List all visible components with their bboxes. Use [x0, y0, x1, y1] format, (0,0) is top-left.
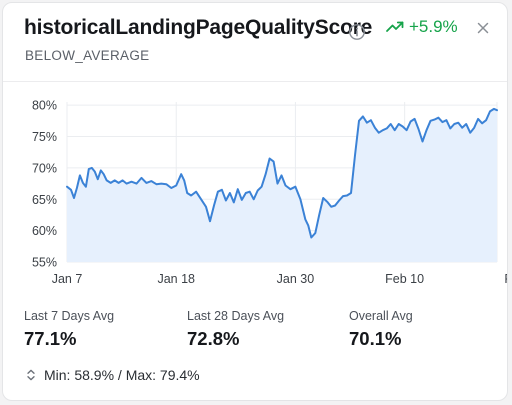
chevron-up-down-icon [27, 369, 35, 381]
x-tick-label: Feb 10 [385, 272, 424, 286]
info-circle-icon[interactable] [348, 23, 366, 41]
min-max-text: Min: 58.9% / Max: 79.4% [44, 367, 200, 383]
y-tick-label: 65% [32, 193, 57, 207]
series-line [66, 107, 498, 239]
status-label: BELOW_AVERAGE [25, 48, 150, 63]
close-button[interactable] [473, 18, 493, 38]
y-tick-label: 55% [32, 256, 57, 270]
x-tick-label: Jan 30 [277, 272, 315, 286]
trend-value: +5.9% [409, 17, 458, 36]
stats-row: Last 7 Days Avg 77.1% Last 28 Days Avg 7… [3, 302, 507, 362]
metric-title: historicalLandingPageQualityScore [24, 16, 373, 39]
card-header: historicalLandingPageQualityScore +5.9% … [3, 3, 507, 81]
stat-label: Last 7 Days Avg [24, 309, 115, 323]
min-max-range: Min: 58.9% / Max: 79.4% [24, 367, 200, 383]
stat-label: Last 28 Days Avg [187, 309, 285, 323]
header-divider [3, 81, 507, 82]
x-tick-label: Jan 7 [52, 272, 83, 286]
stat-last-28-days: Last 28 Days Avg 72.8% [187, 309, 284, 350]
series-area [67, 108, 497, 263]
stat-value: 77.1% [24, 328, 77, 349]
y-tick-label: 75% [32, 130, 57, 144]
trend-indicator: +5.9% [385, 17, 458, 37]
x-tick-label: Feb 22 [504, 272, 508, 286]
stat-overall: Overall Avg 70.1% [349, 309, 413, 350]
y-tick-label: 70% [32, 161, 57, 175]
stat-value: 70.1% [349, 328, 402, 349]
close-icon [477, 22, 489, 34]
x-tick-label: Jan 18 [157, 272, 195, 286]
stat-value: 72.8% [187, 328, 240, 349]
y-axis: 55% 60% 65% 70% 75% 80% [32, 99, 57, 270]
y-tick-label: 60% [32, 224, 57, 238]
metric-card: historicalLandingPageQualityScore +5.9% … [2, 2, 508, 401]
x-axis: Jan 7 Jan 18 Jan 30 Feb 10 Feb 22 [52, 272, 508, 286]
trending-up-icon [386, 21, 404, 32]
stat-last-7-days: Last 7 Days Avg 77.1% [24, 309, 114, 350]
quality-score-chart: 55% 60% 65% 70% 75% 80% Jan 7 Jan 18 Jan 30 Feb … [32, 99, 508, 286]
y-tick-label: 80% [32, 99, 57, 113]
stat-label: Overall Avg [349, 309, 413, 323]
